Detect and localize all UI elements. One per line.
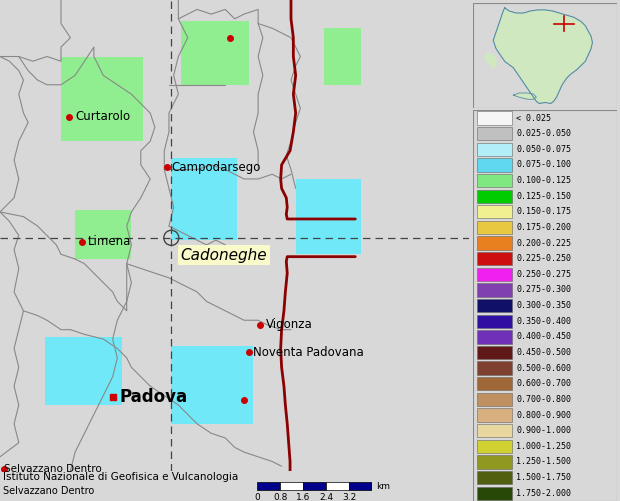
Bar [477,315,512,328]
Text: 0.250-0.275: 0.250-0.275 [516,270,571,279]
Text: 0.400-0.450: 0.400-0.450 [516,332,571,341]
Bar [477,393,512,406]
Bar [477,174,512,187]
Polygon shape [493,8,593,104]
Bar [477,205,512,218]
Bar [75,209,131,259]
Text: Selvazzano Dentro: Selvazzano Dentro [4,463,102,473]
Bar [477,424,512,437]
Text: Padova: Padova [120,388,188,405]
Text: Campodarsego: Campodarsego [171,161,260,174]
Bar [303,482,326,490]
Text: 0.8: 0.8 [273,493,288,501]
Text: Noventa Padovana: Noventa Padovana [254,346,364,359]
Text: 0: 0 [254,493,260,501]
Bar [349,482,372,490]
Bar [477,362,512,375]
Bar [280,482,303,490]
Bar [477,252,512,266]
Bar [477,471,512,484]
Polygon shape [513,93,536,99]
Bar [477,299,512,312]
Text: 1.250-1.500: 1.250-1.500 [516,457,571,466]
Bar [45,337,122,405]
Text: Curtarolo: Curtarolo [75,110,130,123]
Text: 1.500-1.750: 1.500-1.750 [516,473,571,482]
Text: 0.175-0.200: 0.175-0.200 [516,223,571,232]
Bar [61,57,143,141]
Bar [477,440,512,453]
Text: 0.450-0.500: 0.450-0.500 [516,348,571,357]
Text: 0.025-0.050: 0.025-0.050 [516,129,571,138]
Bar [180,21,249,85]
Bar [477,236,512,249]
Text: 0.500-0.600: 0.500-0.600 [516,364,571,373]
Text: 3.2: 3.2 [342,493,356,501]
Bar [257,482,280,490]
Text: 0.600-0.700: 0.600-0.700 [516,379,571,388]
Text: 0.075-0.100: 0.075-0.100 [516,160,571,169]
Text: Limena: Limena [88,235,131,248]
Text: Vigonza: Vigonza [266,319,313,332]
Text: < 0.025: < 0.025 [516,114,551,123]
Text: 1.000-1.250: 1.000-1.250 [516,442,571,451]
Text: 0.050-0.075: 0.050-0.075 [516,145,571,154]
Bar [477,284,512,297]
Bar [477,486,512,500]
Bar [326,482,349,490]
Bar [171,158,237,240]
Bar [477,268,512,281]
Text: Istituto Nazionale di Geofisica e Vulcanologia: Istituto Nazionale di Geofisica e Vulcan… [3,472,238,482]
Text: 0.125-0.150: 0.125-0.150 [516,192,571,201]
Text: 0.900-1.000: 0.900-1.000 [516,426,571,435]
Text: 1.750-2.000: 1.750-2.000 [516,488,571,497]
Bar [477,346,512,359]
Bar [477,330,512,344]
Text: 0.350-0.400: 0.350-0.400 [516,317,571,326]
Bar [477,221,512,234]
Text: km: km [376,482,391,491]
Bar [171,346,254,424]
Bar [477,158,512,171]
Bar [477,189,512,203]
Polygon shape [485,53,496,68]
Text: 0.700-0.800: 0.700-0.800 [516,395,571,404]
Text: 2.4: 2.4 [319,493,333,501]
Bar [296,179,361,255]
Text: Cadoneghe: Cadoneghe [180,248,267,263]
Text: 0.300-0.350: 0.300-0.350 [516,301,571,310]
Text: 0.150-0.175: 0.150-0.175 [516,207,571,216]
Text: 0.100-0.125: 0.100-0.125 [516,176,571,185]
Text: Selvazzano Dentro: Selvazzano Dentro [3,486,94,496]
Bar [477,408,512,422]
Bar [477,377,512,390]
Text: 0.275-0.300: 0.275-0.300 [516,286,571,295]
Bar [324,28,361,85]
Bar [477,143,512,156]
Bar [477,455,512,468]
Text: 0.800-0.900: 0.800-0.900 [516,410,571,419]
Text: 0.200-0.225: 0.200-0.225 [516,238,571,247]
Bar [477,111,512,125]
Text: 1.6: 1.6 [296,493,311,501]
Bar [477,127,512,140]
Text: 0.225-0.250: 0.225-0.250 [516,254,571,263]
